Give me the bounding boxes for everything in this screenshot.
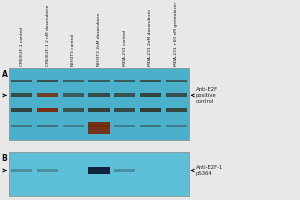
Bar <box>63 108 84 112</box>
Bar <box>63 125 84 127</box>
Bar <box>11 125 32 127</box>
Bar <box>63 93 84 97</box>
Bar <box>9 68 189 140</box>
Bar <box>114 125 135 127</box>
Bar <box>37 169 58 172</box>
Bar <box>63 80 84 82</box>
Bar <box>114 80 135 82</box>
Bar <box>140 93 161 97</box>
Bar <box>166 80 187 82</box>
Text: MDA-231 control: MDA-231 control <box>123 30 127 66</box>
Bar <box>9 152 189 196</box>
Bar <box>88 80 110 82</box>
Text: CRE/E2F-1 control: CRE/E2F-1 control <box>20 27 24 66</box>
Text: CRE/E2F-1 2 nM doxorubicin: CRE/E2F-1 2 nM doxorubicin <box>46 5 50 66</box>
Bar <box>11 80 32 82</box>
Bar <box>37 125 58 127</box>
Bar <box>11 169 32 172</box>
Bar <box>88 167 110 174</box>
Bar <box>37 80 58 82</box>
Bar <box>88 125 110 127</box>
Bar <box>11 93 32 97</box>
Text: Anti-E2F-1
pS364: Anti-E2F-1 pS364 <box>196 165 223 176</box>
Bar <box>166 108 187 112</box>
Bar <box>114 169 135 172</box>
Bar <box>11 108 32 112</box>
Text: MDA-231 +60 nM gemtobicin: MDA-231 +60 nM gemtobicin <box>174 2 178 66</box>
Bar <box>37 108 58 112</box>
Text: A: A <box>2 70 8 79</box>
Bar <box>37 93 58 97</box>
Bar <box>140 80 161 82</box>
Bar <box>88 108 110 112</box>
Bar <box>140 108 161 112</box>
Bar <box>88 93 110 97</box>
Text: NIH3T3 2nM doxorubicin: NIH3T3 2nM doxorubicin <box>97 13 101 66</box>
Bar <box>114 93 135 97</box>
Text: B: B <box>2 154 8 163</box>
Bar <box>140 125 161 127</box>
Bar <box>166 93 187 97</box>
Text: NIH3T3 control: NIH3T3 control <box>71 34 75 66</box>
Text: MDA-231 2nM doxorubicin: MDA-231 2nM doxorubicin <box>148 9 152 66</box>
Bar <box>114 108 135 112</box>
Bar <box>166 125 187 127</box>
Bar <box>88 122 110 134</box>
Text: Anti-E2F
positive
control: Anti-E2F positive control <box>196 87 218 104</box>
